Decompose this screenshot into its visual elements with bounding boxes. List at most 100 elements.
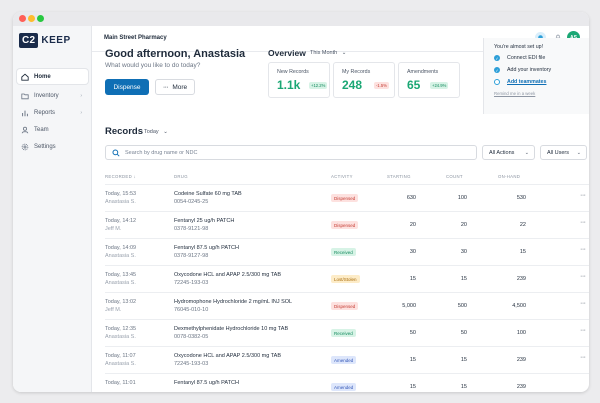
row-menu-icon[interactable]: ··· (580, 219, 586, 226)
overview-period-label: This Month (310, 50, 338, 56)
greeting-heading: Good afternoon, Anastasia (105, 48, 246, 60)
row-starting: 30 (409, 249, 416, 255)
row-onhand: 4,500 (512, 303, 526, 309)
sidebar-item-settings[interactable]: Settings (17, 139, 88, 154)
chevron-right-icon: › (80, 109, 82, 116)
activity-badge: Received (331, 329, 356, 337)
stat-label: Amendments (407, 69, 439, 75)
row-onhand: 239 (516, 384, 526, 390)
chevron-down-icon: ⌄ (576, 149, 581, 156)
row-time: Today, 14:12 (105, 218, 137, 224)
sidebar-item-team[interactable]: Team (17, 122, 88, 137)
row-starting: 15 (409, 384, 416, 390)
table-row[interactable]: Today, 14:12 Jeff M. Fentanyl 25 ug/h PA… (105, 211, 589, 238)
gear-icon (21, 143, 29, 150)
column-count: COUNT (446, 174, 463, 179)
users-filter-label: All Users (547, 149, 570, 156)
user-icon (21, 126, 29, 133)
table-row[interactable]: Today, 15:53 Anastasia S. Codeine Sulfat… (105, 184, 589, 211)
sidebar-item-label: Home (34, 73, 51, 80)
row-drug: Fentanyl 87.5 ug/h PATCH (174, 380, 239, 386)
activity-badge: Amended (331, 383, 357, 391)
sidebar-item-inventory[interactable]: Inventory › (17, 88, 88, 103)
row-starting: 15 (409, 276, 416, 282)
setup-item-teammates[interactable]: Add teammates (494, 79, 546, 85)
row-starting: 5,000 (402, 303, 416, 309)
row-starting: 20 (409, 222, 416, 228)
users-filter-dropdown[interactable]: All Users ⌄ (540, 145, 587, 160)
row-menu-icon[interactable]: ··· (580, 300, 586, 307)
sidebar-item-reports[interactable]: Reports › (17, 105, 88, 120)
more-button[interactable]: ··· More (155, 79, 195, 95)
minimize-window-button[interactable] (28, 15, 35, 22)
row-count: 20 (460, 222, 467, 228)
chevron-right-icon: › (80, 92, 82, 99)
stat-card-amendments[interactable]: Amendments 65 +24.9% (398, 62, 460, 98)
logo[interactable]: C2 KEEP (19, 33, 71, 48)
row-count: 30 (460, 249, 467, 255)
row-menu-icon[interactable]: ··· (580, 246, 586, 253)
stat-change-badge: +12.2% (309, 82, 328, 89)
row-ndc: 0378-9121-98 (174, 226, 209, 232)
activity-badge: Dispensed (331, 221, 359, 229)
row-onhand: 239 (516, 357, 526, 363)
checkmark-icon: ✓ (494, 55, 500, 61)
table-row[interactable]: Today, 11:01 Fentanyl 87.5 ug/h PATCH Am… (105, 373, 589, 392)
stat-value: 65 (407, 78, 421, 92)
row-time: Today, 15:53 (105, 191, 137, 197)
sidebar-item-label: Reports (34, 109, 56, 116)
row-count: 500 (457, 303, 467, 309)
setup-item-inventory[interactable]: ✓ Add your inventory (494, 67, 551, 73)
column-drug: DRUG (174, 174, 188, 179)
logo-mark: C2 (19, 33, 39, 48)
stat-change-badge: -1.5% (374, 82, 389, 89)
home-icon (21, 73, 29, 81)
column-activity: ACTIVITY (331, 174, 353, 179)
stat-value: 248 (342, 78, 363, 92)
stat-change-badge: +24.9% (430, 82, 449, 89)
table-row[interactable]: Today, 13:45 Anastasia S. Oxycodone HCL … (105, 265, 589, 292)
sidebar-item-label: Settings (34, 143, 56, 150)
sidebar-item-label: Inventory (34, 92, 59, 99)
setup-item-edi[interactable]: ✓ Connect EDI file (494, 55, 545, 61)
remind-later-link[interactable]: Remind me in a week (494, 91, 536, 96)
stat-label: New Records (277, 69, 309, 75)
activity-badge: Dispensed (331, 194, 359, 202)
table-row[interactable]: Today, 13:02 Jeff M. Hydromophone Hydroc… (105, 292, 589, 319)
sidebar-item-home[interactable]: Home (17, 69, 88, 84)
row-menu-icon[interactable]: ··· (580, 192, 586, 199)
stat-card-new-records[interactable]: New Records 1.1k +12.2% (268, 62, 330, 98)
row-menu-icon[interactable]: ··· (580, 273, 586, 280)
table-row[interactable]: Today, 12:35 Anastasia S. Dexmethylpheni… (105, 319, 589, 346)
search-icon (112, 149, 120, 157)
table-row[interactable]: Today, 11:07 Anastasia S. Oxycodone HCL … (105, 346, 589, 373)
maximize-window-button[interactable] (37, 15, 44, 22)
row-onhand: 15 (519, 249, 526, 255)
row-drug: Hydromophone Hydrochloride 2 mg/mL INJ S… (174, 299, 293, 305)
folder-icon (21, 93, 29, 99)
dispense-button[interactable]: Dispense (105, 79, 149, 95)
circle-icon (494, 79, 500, 85)
row-menu-icon[interactable]: ··· (580, 327, 586, 334)
column-starting: STARTING (387, 174, 411, 179)
table-row[interactable]: Today, 14:09 Anastasia S. Fentanyl 87.5 … (105, 238, 589, 265)
row-user: Anastasia S. (105, 253, 136, 259)
chevron-down-icon: ⌄ (524, 149, 529, 156)
column-recorded[interactable]: RECORDED ↓ (105, 174, 136, 179)
records-period-dropdown[interactable]: Today ⌄ (144, 129, 168, 135)
logo-wordmark: KEEP (41, 35, 71, 46)
row-menu-icon[interactable]: ··· (580, 354, 586, 361)
search-input[interactable]: Search by drug name or NDC (105, 145, 477, 160)
checkmark-icon: ✓ (494, 67, 500, 73)
stat-card-my-records[interactable]: My Records 248 -1.5% (333, 62, 395, 98)
row-time: Today, 13:02 (105, 299, 137, 305)
setup-item-label: Connect EDI file (507, 55, 546, 61)
row-drug: Codeine Sulfate 60 mg TAB (174, 191, 242, 197)
overview-period-dropdown[interactable]: This Month ⌄ (310, 50, 346, 56)
row-user: Jeff M. (105, 307, 122, 313)
actions-filter-dropdown[interactable]: All Actions ⌄ (482, 145, 535, 160)
row-user: Anastasia S. (105, 199, 136, 205)
more-label: More (172, 83, 188, 91)
add-teammates-link[interactable]: Add teammates (507, 79, 547, 85)
close-window-button[interactable] (19, 15, 26, 22)
